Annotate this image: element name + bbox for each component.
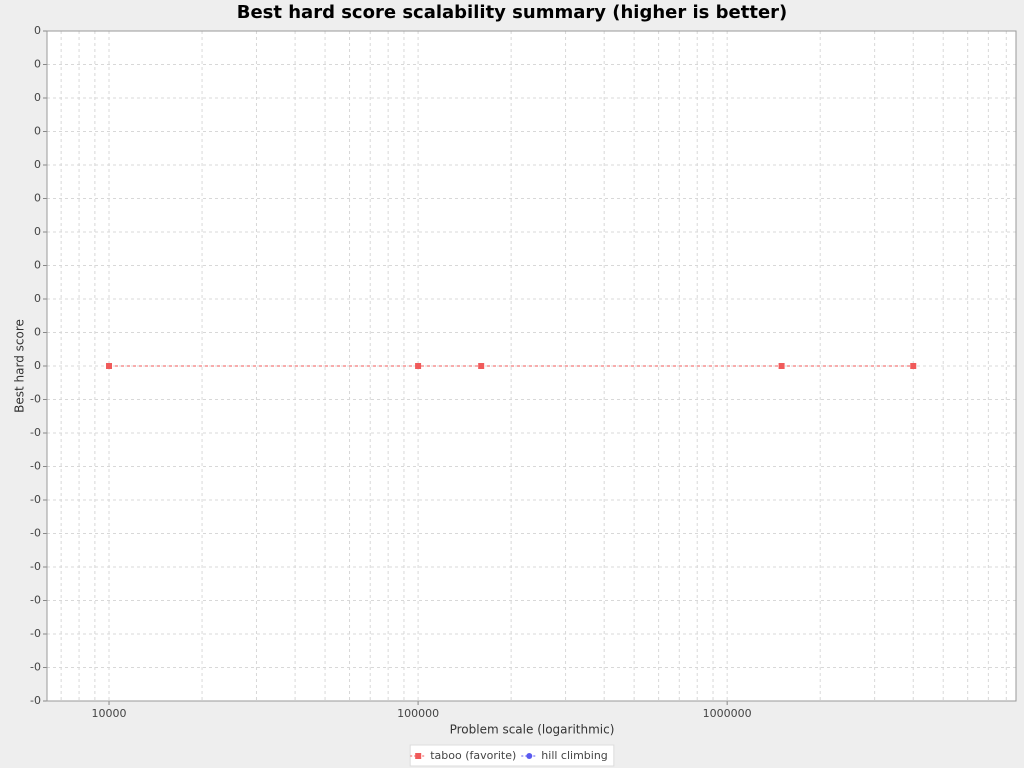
legend-marker [415,753,422,759]
y-tick-label: -0 [30,694,41,707]
x-tick-label: 10000 [92,707,127,720]
y-axis-label: Best hard score [13,319,27,413]
y-tick-label: -0 [30,460,41,473]
y-tick-label: -0 [30,493,41,506]
y-tick-label: -0 [30,527,41,540]
legend-label: hill climbing [541,749,608,762]
y-tick-label: -0 [30,393,41,406]
y-tick-label: 0 [34,58,41,71]
y-tick-label: 0 [34,91,41,104]
legend: taboo (favorite) hill climbing [409,744,615,767]
y-tick-label: -0 [30,594,41,607]
legend-marker [526,753,533,759]
point [778,363,785,369]
point [910,363,917,369]
y-tick-label: -0 [30,627,41,640]
y-tick-label: 0 [34,24,41,37]
y-tick-label: 0 [34,359,41,372]
y-tick-label: 0 [34,225,41,238]
y-tick-label: 0 [34,292,41,305]
y-tick-label: 0 [34,192,41,205]
chart-title: Best hard score scalability summary (hig… [237,2,788,23]
y-tick-label: -0 [30,426,41,439]
legend-label: taboo (favorite) [430,749,516,762]
plot-area [46,30,1017,702]
y-tick-label: 0 [34,259,41,272]
x-tick-label: 100000 [397,707,439,720]
x-tick-label: 1000000 [703,707,752,720]
point [478,363,485,369]
x-axis-label: Problem scale (logarithmic) [450,723,615,737]
y-tick-label: 0 [34,326,41,339]
point [106,363,113,369]
y-tick-label: 0 [34,158,41,171]
y-tick-label: -0 [30,661,41,674]
point [415,363,422,369]
y-tick-label: -0 [30,560,41,573]
y-tick-label: 0 [34,125,41,138]
